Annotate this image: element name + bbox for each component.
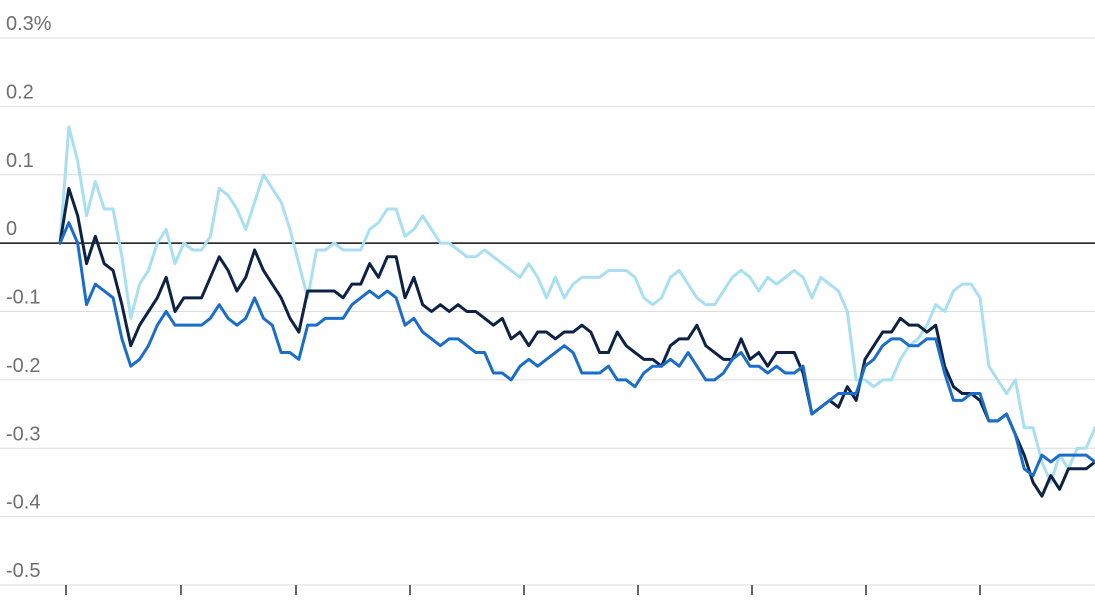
y-tick-label: 0.2	[6, 81, 34, 103]
y-tick-label: -0.4	[6, 492, 40, 514]
series-line-2	[58, 186, 1095, 498]
gridlines	[0, 37, 1095, 586]
y-tick-label: -0.2	[6, 355, 40, 377]
y-tick-label: -0.3	[6, 423, 40, 445]
series-line-3	[58, 221, 1095, 478]
x-axis	[65, 585, 981, 595]
y-tick-label: 0.3%	[6, 13, 52, 35]
y-tick-label: 0	[6, 218, 17, 240]
series-line-1	[58, 125, 1095, 484]
y-tick-label: -0.5	[6, 560, 40, 582]
y-axis-labels: 0.3% 0.2 0.1 0 -0.1 -0.2 -0.3 -0.4 -0.5	[6, 13, 52, 582]
y-tick-label: 0.1	[6, 150, 34, 172]
y-tick-label: -0.1	[6, 287, 40, 309]
series-lines	[58, 125, 1095, 498]
